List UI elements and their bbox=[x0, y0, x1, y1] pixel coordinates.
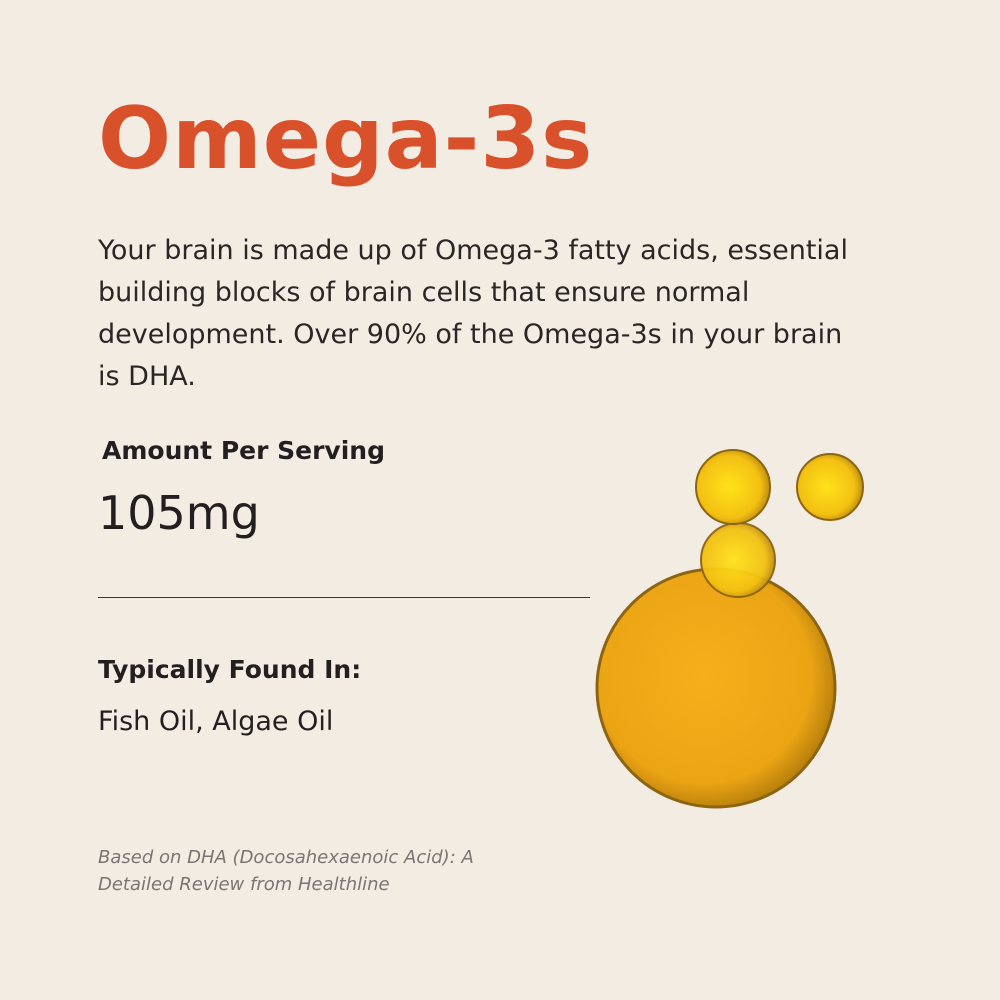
oil-drop bbox=[700, 522, 776, 598]
found-in-label: Typically Found In: bbox=[98, 655, 362, 684]
description: Your brain is made up of Omega-3 fatty a… bbox=[98, 235, 848, 392]
page-title: Omega-3s bbox=[98, 89, 594, 189]
oil-drop bbox=[695, 449, 771, 525]
found-in-value: Fish Oil, Algae Oil bbox=[98, 706, 334, 737]
divider bbox=[98, 597, 590, 598]
footnote: Based on DHA (Docosahexaenoic Acid): A D… bbox=[98, 847, 474, 895]
serving-amount: 105mg bbox=[98, 486, 260, 540]
large-oil-drop bbox=[595, 567, 837, 809]
serving-label: Amount Per Serving bbox=[102, 436, 385, 465]
oil-drop bbox=[796, 453, 864, 521]
